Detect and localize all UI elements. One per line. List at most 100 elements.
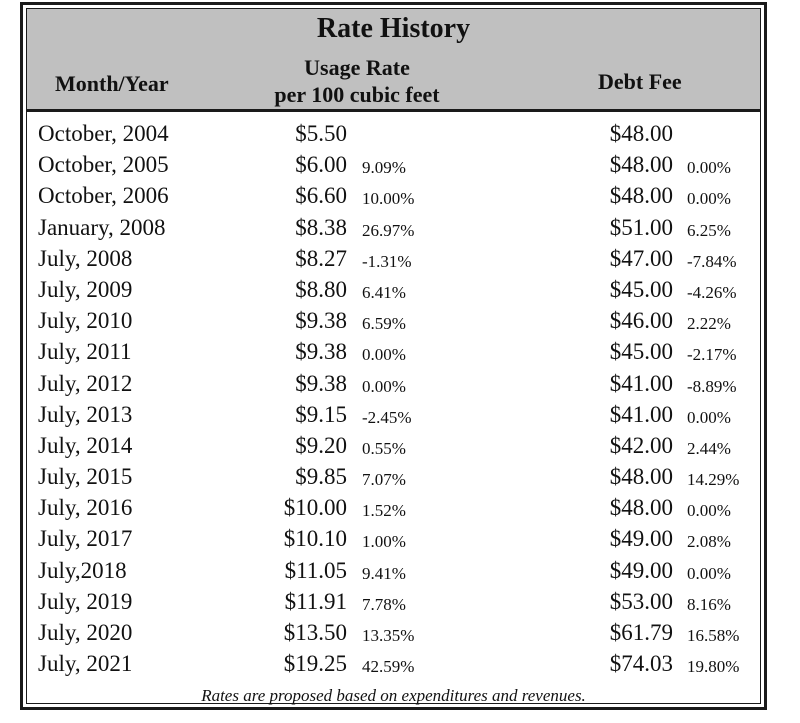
usage-rate-cell: $11.05 (284, 557, 347, 583)
month-cell: July, 2015 (38, 464, 133, 490)
usage-rate-cell: $9.38 (295, 308, 347, 334)
debt-fee-change-cell: 0.00% (687, 563, 731, 583)
rate-history-table: Rate History Month/Year Usage Rate per 1… (26, 8, 761, 705)
usage-rate-cell: $6.60 (295, 183, 347, 209)
debt-fee-change-cell: 2.08% (687, 532, 731, 552)
month-cell: July, 2013 (38, 401, 133, 427)
debt-fee-cell: $41.00 (609, 401, 673, 427)
usage-rate-cell: $11.91 (284, 588, 347, 614)
debt-fee-change-cell: 19.80% (687, 657, 740, 677)
usage-rate-change-cell: 9.09% (362, 158, 406, 178)
month-cell: July, 2008 (38, 245, 133, 271)
debt-fee-cell: $45.00 (609, 339, 673, 365)
usage-rate-change-cell: 13.35% (362, 626, 415, 645)
table-header: Rate History Month/Year Usage Rate per 1… (27, 9, 760, 112)
debt-fee-change-cell: 8.16% (687, 594, 731, 614)
usage-rate-change-cell: 6.59% (362, 314, 406, 334)
table-row: July, 2011 $9.38 0.00% $45.00 -2.17% (27, 337, 760, 368)
month-cell: October, 2005 (38, 152, 169, 178)
column-header-debt-fee: Debt Fee (598, 69, 682, 94)
month-cell: July, 2012 (38, 370, 133, 396)
usage-rate-change-cell: 0.00% (362, 345, 406, 365)
debt-fee-change-cell: -4.26% (687, 282, 737, 302)
usage-rate-header-line2: per 100 cubic feet (274, 82, 440, 107)
table-row: July, 2013 $9.15 -2.45% $41.00 0.00% (27, 400, 760, 431)
usage-rate-change-cell: 7.78% (362, 594, 406, 614)
usage-rate-cell: $9.38 (295, 339, 347, 365)
usage-rate-change-cell: 1.52% (362, 501, 406, 521)
usage-rate-change-cell: 26.97% (362, 220, 415, 240)
debt-fee-cell: $74.03 (609, 651, 673, 677)
month-cell: July, 2009 (38, 276, 133, 302)
debt-fee-cell: $48.00 (609, 152, 673, 178)
month-cell: July, 2021 (38, 651, 133, 677)
debt-fee-cell: $42.00 (609, 432, 673, 458)
month-cell: July, 2017 (38, 526, 133, 552)
debt-fee-change-cell: -7.84% (687, 251, 737, 271)
debt-fee-change-cell: 2.44% (687, 438, 731, 458)
table-row: July, 2020 $13.50 13.35% $61.79 16.58% (27, 618, 760, 649)
month-cell: July, 2014 (38, 432, 133, 458)
debt-fee-cell: $41.00 (609, 370, 673, 396)
debt-fee-cell: $45.00 (609, 276, 673, 302)
table-row: July, 2019 $11.91 7.78% $53.00 8.16% (27, 587, 760, 618)
month-cell: July, 2010 (38, 308, 133, 334)
month-cell: July, 2011 (38, 339, 132, 365)
debt-fee-change-cell: 16.58% (687, 626, 740, 645)
usage-rate-cell: $9.20 (295, 432, 347, 458)
usage-rate-cell: $8.80 (295, 276, 347, 302)
month-cell: July,2018 (38, 557, 127, 583)
debt-fee-change-cell: -2.17% (687, 345, 737, 365)
usage-rate-cell: $6.00 (295, 152, 347, 178)
debt-fee-cell: $47.00 (609, 245, 673, 271)
table-row: October, 2004 $5.50 $48.00 (27, 119, 760, 150)
table-row: January, 2008 $8.38 26.97% $51.00 6.25% (27, 213, 760, 244)
month-cell: January, 2008 (38, 214, 166, 240)
footnote: Rates are proposed based on expenditures… (201, 686, 586, 705)
month-cell: October, 2004 (38, 121, 169, 146)
table-row: July, 2012 $9.38 0.00% $41.00 -8.89% (27, 369, 760, 400)
debt-fee-change-cell: 0.00% (687, 158, 731, 178)
debt-fee-cell: $48.00 (609, 464, 673, 490)
debt-fee-cell: $48.00 (609, 495, 673, 521)
usage-rate-cell: $19.25 (283, 651, 347, 677)
usage-rate-cell: $9.38 (295, 370, 347, 396)
usage-rate-cell: $9.85 (295, 464, 347, 490)
debt-fee-change-cell: 6.25% (687, 220, 731, 240)
table-row: July, 2010 $9.38 6.59% $46.00 2.22% (27, 306, 760, 337)
table-title: Rate History (316, 13, 471, 44)
usage-rate-change-cell: 7.07% (362, 470, 406, 490)
table-row: July, 2016 $10.00 1.52% $48.00 0.00% (27, 493, 760, 524)
usage-rate-change-cell: -2.45% (362, 407, 412, 427)
usage-rate-cell: $10.10 (283, 526, 347, 552)
usage-rate-change-cell: 0.55% (362, 438, 406, 458)
usage-rate-cell: $13.50 (283, 620, 347, 645)
rate-history-table-frame: Rate History Month/Year Usage Rate per 1… (20, 2, 767, 710)
debt-fee-cell: $48.00 (609, 183, 673, 209)
debt-fee-cell: $49.00 (609, 526, 673, 552)
usage-rate-cell: $8.27 (295, 245, 347, 271)
usage-rate-change-cell: 0.00% (362, 376, 406, 396)
table-row: July, 2009 $8.80 6.41% $45.00 -4.26% (27, 275, 760, 306)
table-row: July, 2008 $8.27 -1.31% $47.00 -7.84% (27, 244, 760, 275)
month-cell: July, 2016 (38, 495, 133, 521)
debt-fee-cell: $53.00 (609, 588, 673, 614)
debt-fee-cell: $49.00 (609, 557, 673, 583)
usage-rate-change-cell: -1.31% (362, 251, 412, 271)
table-row: July,2018 $11.05 9.41% $49.00 0.00% (27, 556, 760, 587)
debt-fee-change-cell: 2.22% (687, 314, 731, 334)
usage-rate-cell: $9.15 (295, 401, 347, 427)
usage-rate-change-cell: 6.41% (362, 282, 406, 302)
debt-fee-cell: $48.00 (609, 121, 673, 146)
month-cell: October, 2006 (38, 183, 169, 209)
column-header-usage-rate: Usage Rate per 100 cubic feet (257, 54, 457, 108)
table-row: July, 2015 $9.85 7.07% $48.00 14.29% (27, 462, 760, 493)
usage-rate-cell: $5.50 (295, 121, 347, 146)
table-row: July, 2017 $10.10 1.00% $49.00 2.08% (27, 524, 760, 555)
month-cell: July, 2020 (38, 620, 133, 645)
debt-fee-cell: $46.00 (609, 308, 673, 334)
usage-rate-change-cell: 42.59% (362, 657, 415, 677)
usage-rate-header-line1: Usage Rate (304, 55, 410, 80)
table-body: October, 2004 $5.50 $48.00 October, 2005 $6.… (27, 119, 760, 680)
debt-fee-change-cell: -8.89% (687, 376, 737, 396)
